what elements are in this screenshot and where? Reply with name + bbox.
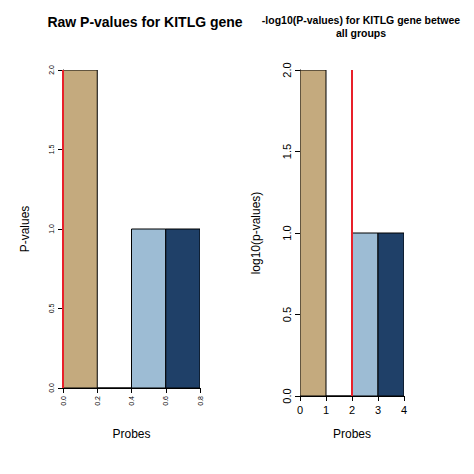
svg-text:1.5: 1.5 xyxy=(281,144,293,159)
svg-text:-log10(P-values) for KITLG gen: -log10(P-values) for KITLG gene betwee xyxy=(262,14,461,26)
svg-text:0: 0 xyxy=(297,404,303,416)
svg-text:0.0: 0.0 xyxy=(48,383,55,393)
svg-text:P-values: P-values xyxy=(18,206,32,253)
svg-text:4: 4 xyxy=(401,404,407,416)
svg-text:1: 1 xyxy=(323,404,329,416)
svg-text:0.8: 0.8 xyxy=(197,396,204,406)
svg-text:0.5: 0.5 xyxy=(281,307,293,322)
svg-text:Probes: Probes xyxy=(112,427,150,441)
svg-text:1.5: 1.5 xyxy=(48,145,55,155)
svg-text:0.5: 0.5 xyxy=(48,304,55,314)
svg-text:2.0: 2.0 xyxy=(281,62,293,77)
svg-text:2: 2 xyxy=(349,404,355,416)
svg-text:0.6: 0.6 xyxy=(162,396,169,406)
svg-text:1.0: 1.0 xyxy=(281,225,293,240)
svg-text:3: 3 xyxy=(375,404,381,416)
svg-text:2.0: 2.0 xyxy=(48,65,55,75)
svg-text:Probes: Probes xyxy=(333,427,371,441)
svg-text:0.2: 0.2 xyxy=(94,396,101,406)
svg-text:0.0: 0.0 xyxy=(281,388,293,403)
svg-text:0.0: 0.0 xyxy=(60,396,67,406)
svg-text:log10(p-values): log10(p-values) xyxy=(249,192,263,275)
svg-text:Raw P-values for KITLG gene: Raw P-values for KITLG gene xyxy=(47,14,242,30)
svg-text:1.0: 1.0 xyxy=(48,224,55,234)
svg-text:all groups: all groups xyxy=(336,27,386,39)
svg-text:0.4: 0.4 xyxy=(128,396,135,406)
